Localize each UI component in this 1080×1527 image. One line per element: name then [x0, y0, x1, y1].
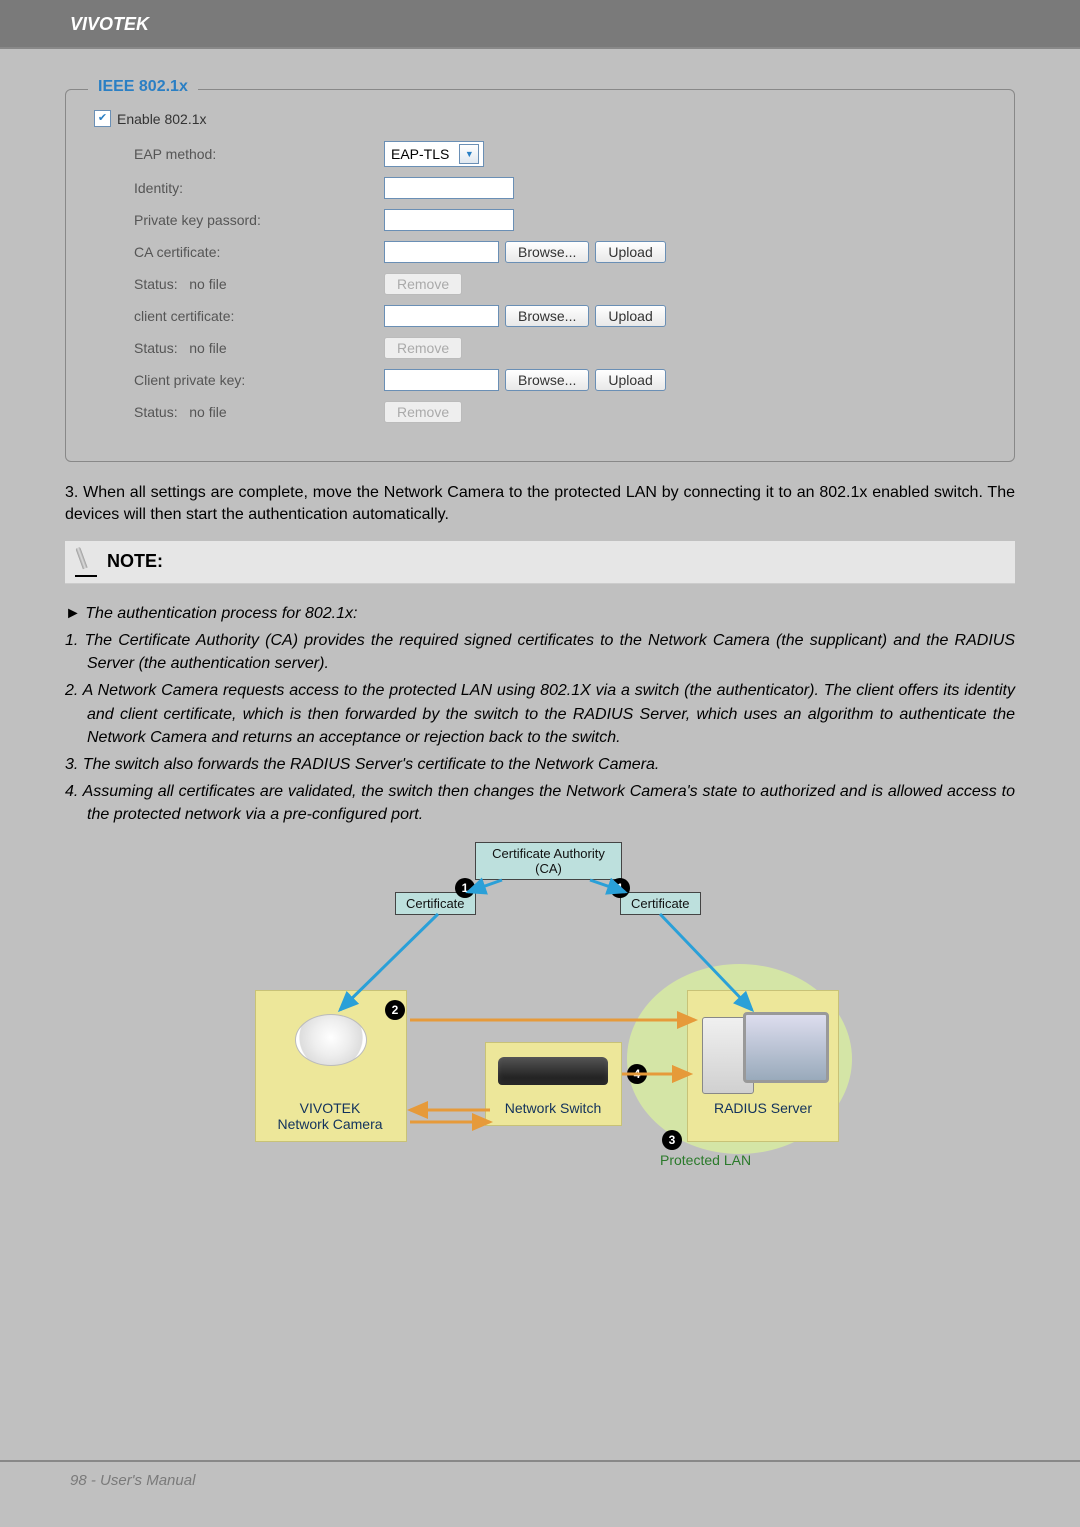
content: IEEE 802.1x ✔ Enable 802.1x EAP method: … [0, 49, 1080, 1202]
client-status-label: Status: no file [134, 340, 384, 356]
ca-cert-browse-button[interactable]: Browse... [505, 241, 589, 263]
ca-cert-path-input[interactable] [384, 241, 499, 263]
identity-label: Identity: [134, 180, 384, 196]
key-status-label: Status: no file [134, 404, 384, 420]
eap-method-select[interactable]: EAP-TLS ▼ [384, 141, 484, 167]
header-bar: VIVOTEK [0, 0, 1080, 49]
ca-cert-label: CA certificate: [134, 244, 384, 260]
client-remove-button[interactable]: Remove [384, 337, 462, 359]
client-cert-upload-button[interactable]: Upload [595, 305, 665, 327]
enable-8021x-row[interactable]: ✔ Enable 802.1x [94, 110, 986, 127]
note-label: NOTE: [107, 551, 163, 572]
pk-password-input[interactable] [384, 209, 514, 231]
monitor-icon [743, 1012, 829, 1083]
client-cert-label: client certificate: [134, 308, 384, 324]
eap-method-row: EAP method: EAP-TLS ▼ [94, 141, 986, 167]
ca-cert-upload-button[interactable]: Upload [595, 241, 665, 263]
page: VIVOTEK IEEE 802.1x ✔ Enable 802.1x EAP … [0, 0, 1080, 1527]
key-remove-button[interactable]: Remove [384, 401, 462, 423]
identity-input[interactable] [384, 177, 514, 199]
pencil-icon [75, 547, 97, 577]
pk-password-label: Private key passord: [134, 212, 384, 228]
client-key-label: Client private key: [134, 372, 384, 388]
identity-row: Identity: [94, 177, 986, 199]
diagram-num-3: 3 [662, 1130, 682, 1150]
eap-method-value: EAP-TLS [391, 146, 449, 162]
switch-icon [498, 1057, 608, 1085]
footer: 98 - User's Manual [0, 1460, 1080, 1489]
ca-status-label: Status: no file [134, 276, 384, 292]
chevron-down-icon: ▼ [459, 144, 479, 164]
auth-diagram: Certificate Authority (CA) Certificate C… [230, 842, 850, 1182]
note-list: ► The authentication process for 802.1x:… [65, 602, 1015, 827]
step-3-text: 3. When all settings are complete, move … [65, 482, 1015, 527]
client-cert-path-input[interactable] [384, 305, 499, 327]
enable-8021x-checkbox[interactable]: ✔ [94, 110, 111, 127]
diagram-cert-right: Certificate [620, 892, 701, 915]
note-item-4: 4. Assuming all certificates are validat… [65, 780, 1015, 826]
footer-text: 98 - User's Manual [70, 1472, 195, 1489]
client-key-upload-button[interactable]: Upload [595, 369, 665, 391]
client-cert-browse-button[interactable]: Browse... [505, 305, 589, 327]
note-item-1: 1. The Certificate Authority (CA) provid… [65, 629, 1015, 675]
note-item-2: 2. A Network Camera requests access to t… [65, 679, 1015, 749]
ca-status-row: Status: no file Remove [94, 273, 986, 295]
client-key-path-input[interactable] [384, 369, 499, 391]
ieee-8021x-fieldset: IEEE 802.1x ✔ Enable 802.1x EAP method: … [65, 89, 1015, 462]
ca-remove-button[interactable]: Remove [384, 273, 462, 295]
ca-cert-row: CA certificate: Browse... Upload [94, 241, 986, 263]
eap-method-label: EAP method: [134, 146, 384, 162]
diagram-camera-label: VIVOTEK Network Camera [270, 1100, 390, 1132]
pk-password-row: Private key passord: [94, 209, 986, 231]
client-status-row: Status: no file Remove [94, 337, 986, 359]
enable-8021x-label: Enable 802.1x [117, 111, 207, 127]
note-bar: NOTE: [65, 541, 1015, 584]
diagram-lan-label: Protected LAN [660, 1152, 751, 1168]
diagram-switch-label: Network Switch [498, 1100, 608, 1116]
diagram-ca-box: Certificate Authority (CA) [475, 842, 622, 880]
note-intro: ► The authentication process for 802.1x: [65, 602, 1015, 625]
brand-label: VIVOTEK [70, 14, 149, 34]
client-key-row: Client private key: Browse... Upload [94, 369, 986, 391]
key-status-row: Status: no file Remove [94, 401, 986, 423]
note-item-3: 3. The switch also forwards the RADIUS S… [65, 753, 1015, 776]
client-key-browse-button[interactable]: Browse... [505, 369, 589, 391]
diagram-radius-label: RADIUS Server [708, 1100, 818, 1116]
client-cert-row: client certificate: Browse... Upload [94, 305, 986, 327]
fieldset-legend: IEEE 802.1x [88, 78, 198, 96]
